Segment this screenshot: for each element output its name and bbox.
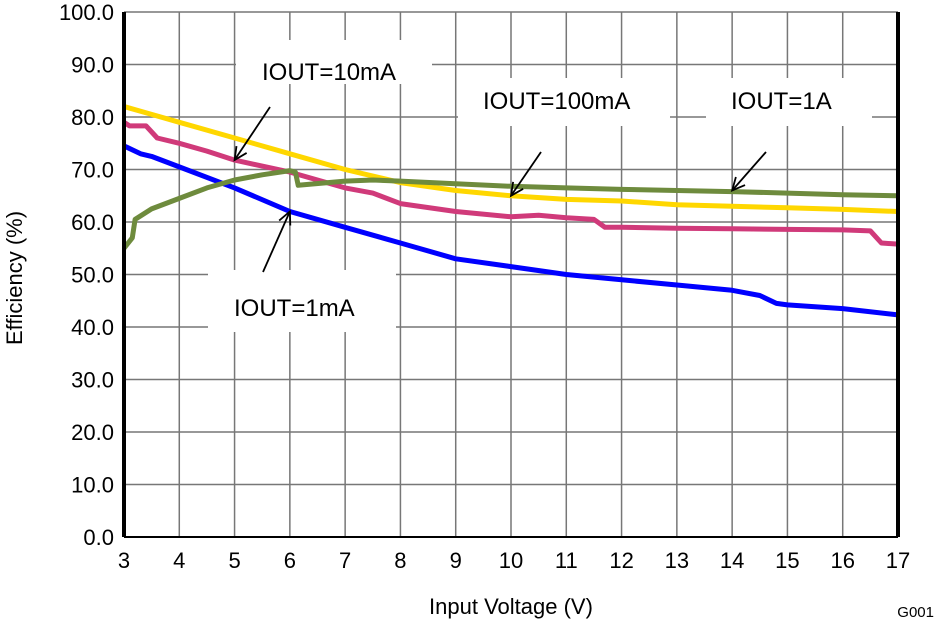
y-tick-label: 30.0: [71, 368, 114, 393]
x-tick-label: 13: [665, 548, 689, 573]
x-tick-label: 6: [284, 548, 296, 573]
series-group: [122, 104, 899, 318]
y-tick-label: 20.0: [71, 420, 114, 445]
x-tick-label: 17: [886, 548, 910, 573]
annotation-label: IOUT=1A: [731, 88, 832, 115]
annotation-arrow: [731, 151, 767, 192]
axes: 3 4 5 6 7 8 9 10 11 12 13 14 15 16 17 0.0 10.0 20.0 30.0 40…: [59, 0, 910, 573]
series-line-iout-100ma: [123, 104, 899, 214]
y-tick-label: 70.0: [71, 158, 114, 183]
arrowhead-icon: [278, 209, 292, 226]
y-tick-label: 40.0: [71, 315, 114, 340]
annotation-box: [208, 270, 396, 332]
x-tick-label: 7: [339, 548, 351, 573]
x-tick-label: 15: [775, 548, 799, 573]
x-tick-label: 9: [450, 548, 462, 573]
x-tick-label: 12: [609, 548, 633, 573]
y-axis-label: Efficiency (%): [2, 211, 27, 345]
y-tick-label: 10.0: [71, 473, 114, 498]
annotation-label: IOUT=10mA: [262, 59, 396, 86]
annotation-box: [458, 78, 670, 126]
series-line-iout-1ma: [122, 143, 899, 318]
x-tick-label: 10: [499, 548, 523, 573]
annotation-box: [706, 78, 872, 126]
x-tick-label: 14: [720, 548, 744, 573]
annotation-arrow: [233, 106, 271, 161]
annotation-label: IOUT=100mA: [483, 88, 630, 115]
y-tick-label: 50.0: [71, 263, 114, 288]
x-tick-label: 11: [555, 548, 578, 573]
series-line-iout-10ma: [122, 120, 899, 247]
series-line-iout-1a: [122, 168, 899, 250]
annotations: IOUT=10mA IOUT=100mA IOUT=1A IOUT=1mA: [208, 40, 872, 332]
arrowhead-icon: [509, 181, 524, 198]
x-tick-label: 16: [830, 548, 854, 573]
annotation-label: IOUT=1mA: [234, 295, 355, 322]
y-tick-label: 80.0: [71, 105, 114, 130]
y-tick-label: 60.0: [71, 210, 114, 235]
annotation-arrow: [262, 211, 291, 273]
x-tick-label: 3: [118, 548, 130, 573]
annotation-arrow: [510, 151, 542, 197]
y-tick-label: 0.0: [83, 525, 114, 550]
arrowhead-icon: [233, 146, 248, 162]
annotation-box: [236, 40, 432, 84]
y-tick-label: 100.0: [59, 0, 114, 25]
x-tick-label: 5: [228, 548, 240, 573]
x-tick-label: 8: [394, 548, 406, 573]
y-tick-label: 90.0: [71, 53, 114, 78]
x-tick-label: 4: [173, 548, 185, 573]
x-axis-label: Input Voltage (V): [429, 594, 593, 619]
arrowhead-icon: [730, 176, 746, 193]
figure-id: G001: [897, 604, 934, 620]
